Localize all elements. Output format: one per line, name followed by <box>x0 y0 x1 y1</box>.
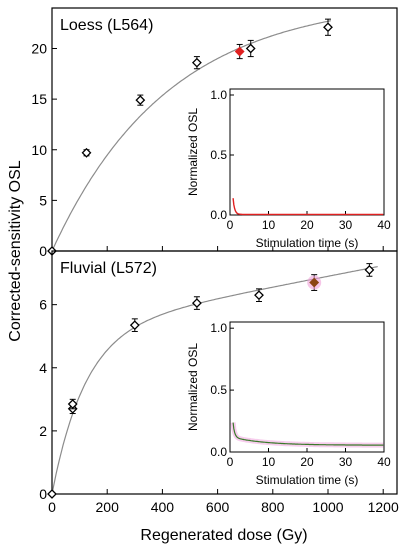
bottom-inset-decay-curve <box>230 422 384 448</box>
x-axis-label: Regenerated dose (Gy) <box>140 527 307 544</box>
bottom-panel-title: Fluvial (L572) <box>60 260 157 277</box>
top-data-points <box>47 18 333 256</box>
data-point <box>67 399 78 409</box>
top-inset-ylabel: Normalized OSL <box>186 108 200 196</box>
y-axis-label: Corrected-sensitivity OSL <box>7 160 24 341</box>
data-point <box>364 265 375 275</box>
data-point <box>234 46 245 57</box>
data-point <box>191 298 202 308</box>
y-tick-label: 0 <box>39 486 47 502</box>
top-panel-title: Loess (L564) <box>60 17 153 34</box>
top-inset-frame <box>229 88 385 216</box>
fit-line <box>51 266 378 495</box>
inset-x-tick-label: 10 <box>262 455 276 469</box>
bottom-data-points <box>47 263 375 499</box>
x-tick-label: 1000 <box>312 499 343 515</box>
data-point <box>245 43 256 54</box>
top-fit-curve <box>51 20 331 252</box>
top-inset-xlabel: Stimulation time (s) <box>256 236 359 250</box>
inset-y-tick-label: 1.0 <box>210 321 227 335</box>
inset-y-tick-label: 0.5 <box>210 383 227 397</box>
y-tick-label: 15 <box>31 91 47 107</box>
inset-x-tick-label: 20 <box>300 455 314 469</box>
x-tick-label: 800 <box>261 499 285 515</box>
data-point <box>309 277 320 288</box>
top-inset-decay-curve <box>232 198 384 216</box>
inset-y-tick-label: 0.0 <box>210 445 227 459</box>
inset-x-tick-label: 20 <box>300 218 314 232</box>
y-tick-label: 20 <box>31 41 47 57</box>
y-tick-label: 2 <box>39 423 47 439</box>
inset-x-tick-label: 40 <box>377 455 391 469</box>
data-point <box>135 95 146 106</box>
inset-y-tick-label: 1.0 <box>210 88 227 102</box>
x-tick-label: 400 <box>151 499 175 515</box>
bottom-y-axis-ticks: 0 2 4 6 <box>39 297 384 502</box>
inset-y-tick-label: 0.0 <box>210 208 227 222</box>
y-tick-label: 4 <box>39 360 47 376</box>
decay-line <box>232 422 384 446</box>
data-point <box>81 147 92 158</box>
decay-line <box>232 198 384 216</box>
data-point <box>323 22 333 33</box>
data-point <box>254 290 264 301</box>
inset-x-tick-label: 0 <box>227 218 234 232</box>
inset-x-tick-label: 10 <box>262 218 276 232</box>
bottom-inset-frame <box>229 321 385 453</box>
bottom-inset-ticks: 0 10 20 30 40 0.0 0.5 1.0 <box>210 321 391 469</box>
bottom-fit-curve <box>51 266 378 495</box>
data-point <box>129 320 140 331</box>
inset-x-tick-label: 30 <box>339 455 353 469</box>
inset-y-tick-label: 0.5 <box>210 148 227 162</box>
inset-x-tick-label: 40 <box>377 218 391 232</box>
x-tick-label: 600 <box>206 499 230 515</box>
bottom-panel-frame <box>51 250 398 495</box>
y-tick-label: 0 <box>39 243 47 259</box>
inset-x-tick-label: 0 <box>227 455 234 469</box>
y-tick-label: 5 <box>39 192 47 208</box>
inset-x-tick-label: 30 <box>339 218 353 232</box>
data-point <box>47 489 57 499</box>
x-axis-ticks: 0 200 400 600 800 1000 1200 <box>48 499 399 515</box>
x-tick-label: 1200 <box>368 499 399 515</box>
bottom-inset-ylabel: Normalized OSL <box>186 343 200 431</box>
x-tick-label: 200 <box>96 499 120 515</box>
y-tick-label: 6 <box>39 297 47 313</box>
top-inset-ticks: 0 10 20 30 40 0.0 0.5 1.0 <box>210 88 391 232</box>
fit-line <box>51 20 331 252</box>
bottom-inset-xlabel: Stimulation time (s) <box>256 473 359 487</box>
data-point <box>191 57 202 68</box>
x-tick-label: 0 <box>48 499 56 515</box>
y-tick-label: 10 <box>31 142 47 158</box>
